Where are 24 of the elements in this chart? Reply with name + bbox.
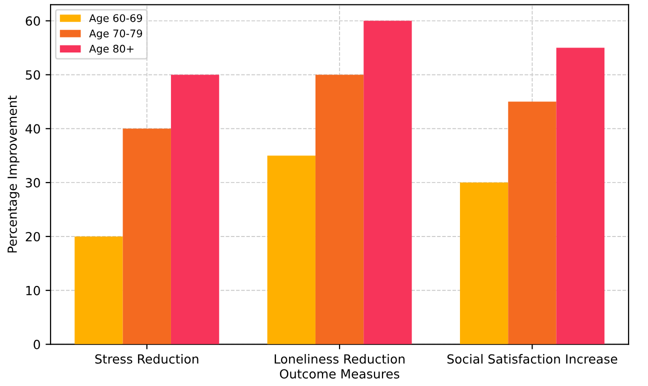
y-tick-label: 10 [26, 286, 40, 296]
bar [122, 128, 171, 344]
y-tick-label: 30 [26, 178, 40, 188]
bar [315, 74, 364, 344]
y-tick-label: 60 [26, 16, 40, 26]
x-tick-label: Social Satisfaction Increase [447, 354, 618, 364]
bar [460, 182, 508, 344]
bar [267, 156, 316, 344]
x-axis-title: Outcome Measures [280, 369, 400, 379]
y-tick-label: 0 [34, 340, 40, 350]
bar [556, 48, 604, 344]
bar [364, 20, 412, 344]
y-tick-label: 20 [26, 232, 40, 242]
y-tick-label: 50 [26, 70, 40, 80]
y-axis-title: Percentage Improvement [8, 96, 20, 252]
x-tick-label: Loneliness Reduction [274, 354, 405, 364]
bar [508, 102, 556, 344]
bar [74, 236, 123, 344]
bar [170, 74, 220, 344]
legend-label: Age 70-79 [89, 29, 142, 40]
legend-label: Age 60-69 [89, 14, 142, 24]
x-tick-label: Stress Reduction [95, 354, 198, 364]
legend-label: Age 80+ [89, 44, 134, 55]
y-tick-label: 40 [26, 124, 40, 134]
